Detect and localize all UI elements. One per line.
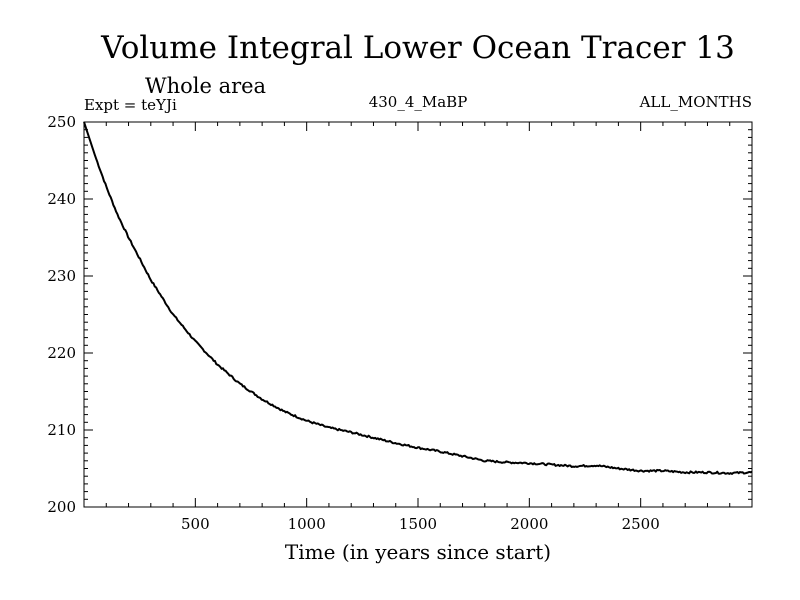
x-tick-label: 1000 [288, 515, 326, 533]
y-tick-label: 230 [47, 267, 76, 285]
data-series-line [83, 121, 753, 475]
y-tick-label: 220 [47, 344, 76, 362]
months-label: ALL_MONTHS [639, 93, 752, 111]
x-tick-label: 500 [181, 515, 210, 533]
y-tick-label: 240 [47, 190, 76, 208]
period-label: 430_4_MaBP [369, 93, 468, 111]
x-tick-label: 1500 [399, 515, 437, 533]
x-tick-label: 2500 [622, 515, 660, 533]
axis-tick-labels: 500 1000 1500 2000 2500 200 210 220 230 240 250 [47, 113, 659, 533]
experiment-label: Expt = teYJi [84, 96, 177, 114]
y-tick-label: 250 [47, 113, 76, 131]
y-tick-label: 210 [47, 421, 76, 439]
plot-frame [83, 121, 753, 508]
y-tick-label: 200 [47, 498, 76, 516]
x-tick-label: 2000 [510, 515, 548, 533]
chart-title: Volume Integral Lower Ocean Tracer 13 [100, 30, 735, 66]
axis-ticks [84, 122, 752, 507]
chart-subtitle: Whole area [145, 74, 266, 98]
x-axis-label: Time (in years since start) [285, 540, 551, 564]
